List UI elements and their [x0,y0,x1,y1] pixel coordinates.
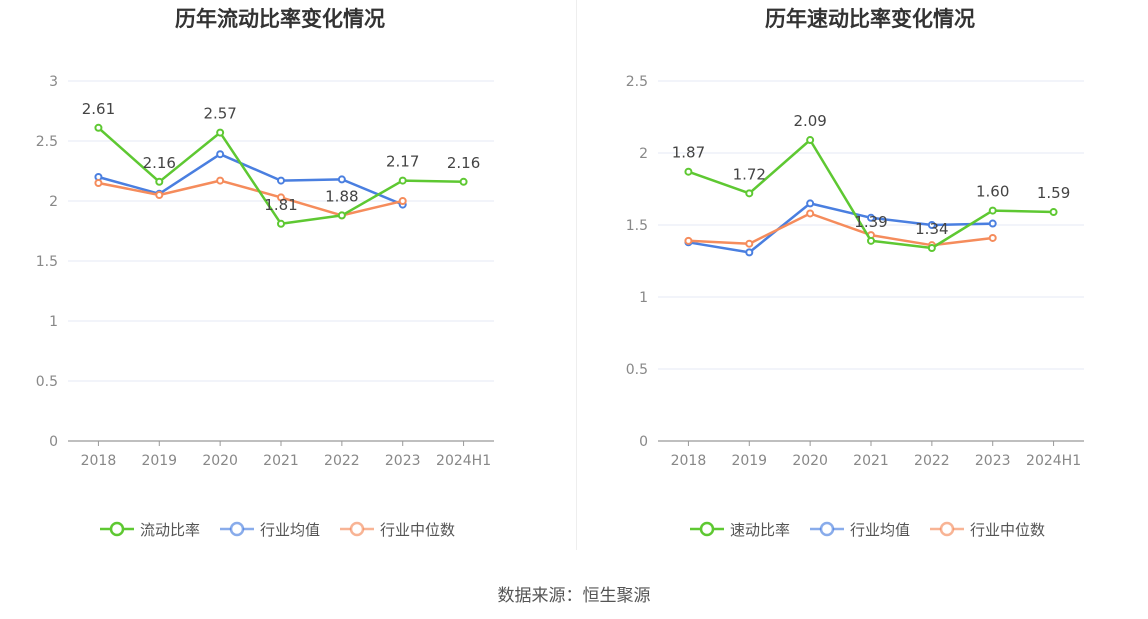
data-label: 1.39 [854,213,887,231]
y-tick-label: 0.5 [626,362,648,378]
data-point [1049,208,1058,217]
x-tick-label: 2024H1 [1026,453,1081,469]
legend-label: 速动比率 [730,521,790,539]
y-tick-label: 2 [49,194,58,210]
legend-label: 行业中位数 [380,521,455,539]
legend-label: 流动比率 [140,521,200,539]
data-label: 2.16 [143,154,176,172]
data-label: 2.17 [386,153,419,171]
data-point [745,239,754,248]
legend-marker [109,521,125,537]
legend-label: 行业均值 [850,521,910,539]
data-label: 1.59 [1037,184,1070,202]
chart-title: 历年速动比率变化情况 [765,7,975,31]
x-tick-label: 2023 [385,453,421,469]
series-line [98,152,404,206]
data-point [867,213,875,222]
y-tick-label: 3 [49,74,58,90]
y-tick-label: 1.5 [36,254,58,270]
legend-label: 行业中位数 [970,521,1045,539]
y-tick-label: 0 [639,434,648,450]
data-point [94,179,103,187]
x-tick-label: 2018 [81,453,117,469]
x-tick-label: 2018 [671,453,707,469]
data-label: 1.34 [915,220,948,238]
data-point [867,236,875,245]
x-tick-label: 2019 [731,453,767,469]
y-tick-label: 2.5 [36,134,58,150]
data-point [806,209,815,218]
data-point [988,206,997,215]
x-tick-label: 2022 [324,453,360,469]
data-point [684,167,693,176]
data-point [459,177,468,186]
quick-ratio-chart: 历年速动比率变化情况 0 0.5 1 1.5 2 2.5 2018 2019 2020 2021 20… [574,0,1148,560]
data-point [745,248,754,257]
data-point [155,177,164,186]
data-point [927,221,936,229]
x-tick-label: 2022 [914,453,950,469]
data-label: 2.61 [82,100,115,118]
data-point [806,199,815,208]
legend-label: 行业均值 [260,521,320,539]
legend-marker [699,521,715,537]
data-label: 1.81 [264,196,297,214]
x-tick-label: 2020 [202,453,238,469]
data-point [806,136,815,145]
data-point [277,193,285,202]
data-point [988,219,997,228]
data-label: 2.09 [793,112,826,130]
data-label: 2.16 [447,154,480,172]
data-point [216,176,225,185]
legend-marker [939,521,955,537]
data-point [216,150,225,159]
data-source-note: 数据来源：恒生聚源 [497,586,651,606]
data-point [277,176,285,185]
y-tick-label: 2.5 [626,74,648,90]
data-point [988,233,997,242]
y-tick-label: 1.5 [626,218,648,234]
data-point [927,244,936,253]
data-label: 1.72 [733,165,766,183]
chart-title: 历年流动比率变化情况 [175,7,385,31]
x-tick-label: 2023 [975,453,1011,469]
panel-divider [576,0,577,550]
series-line [688,202,993,254]
legend-marker [819,521,835,537]
data-point [337,175,346,184]
data-point [94,123,103,132]
data-label: 2.57 [203,105,236,123]
data-point [277,219,285,228]
current-ratio-chart: 历年流动比率变化情况 0 0.5 1 1.5 2 2.5 3 2018 2019 2020 2021 2… [0,0,574,560]
current-ratio-chart-svg: 历年流动比率变化情况 0 0.5 1 1.5 2 2.5 3 2018 2019 2020 2021 2… [36,7,494,539]
y-tick-label: 1 [639,290,648,306]
data-label: 1.88 [325,187,358,205]
series-line [98,179,403,217]
data-point [684,236,693,245]
y-tick-label: 1 [49,314,58,330]
y-tick-label: 0.5 [36,374,58,390]
series-line [688,212,993,247]
quick-ratio-chart-svg: 历年速动比率变化情况 0 0.5 1 1.5 2 2.5 2018 2019 2020 2021 20… [626,7,1084,539]
data-point [337,211,346,220]
data-point [745,189,754,198]
data-label: 1.87 [672,144,705,162]
x-tick-label: 2021 [263,453,299,469]
x-tick-label: 2019 [141,453,177,469]
data-point [155,191,164,199]
x-tick-label: 2021 [853,453,889,469]
data-point [216,128,225,137]
y-tick-label: 2 [639,146,648,162]
data-point [398,197,407,205]
x-tick-label: 2024H1 [436,453,491,469]
y-tick-label: 0 [49,434,58,450]
data-point [398,176,407,185]
x-tick-label: 2020 [792,453,828,469]
legend-marker [349,521,365,537]
legend-marker [229,521,245,537]
data-label: 1.60 [976,183,1009,201]
